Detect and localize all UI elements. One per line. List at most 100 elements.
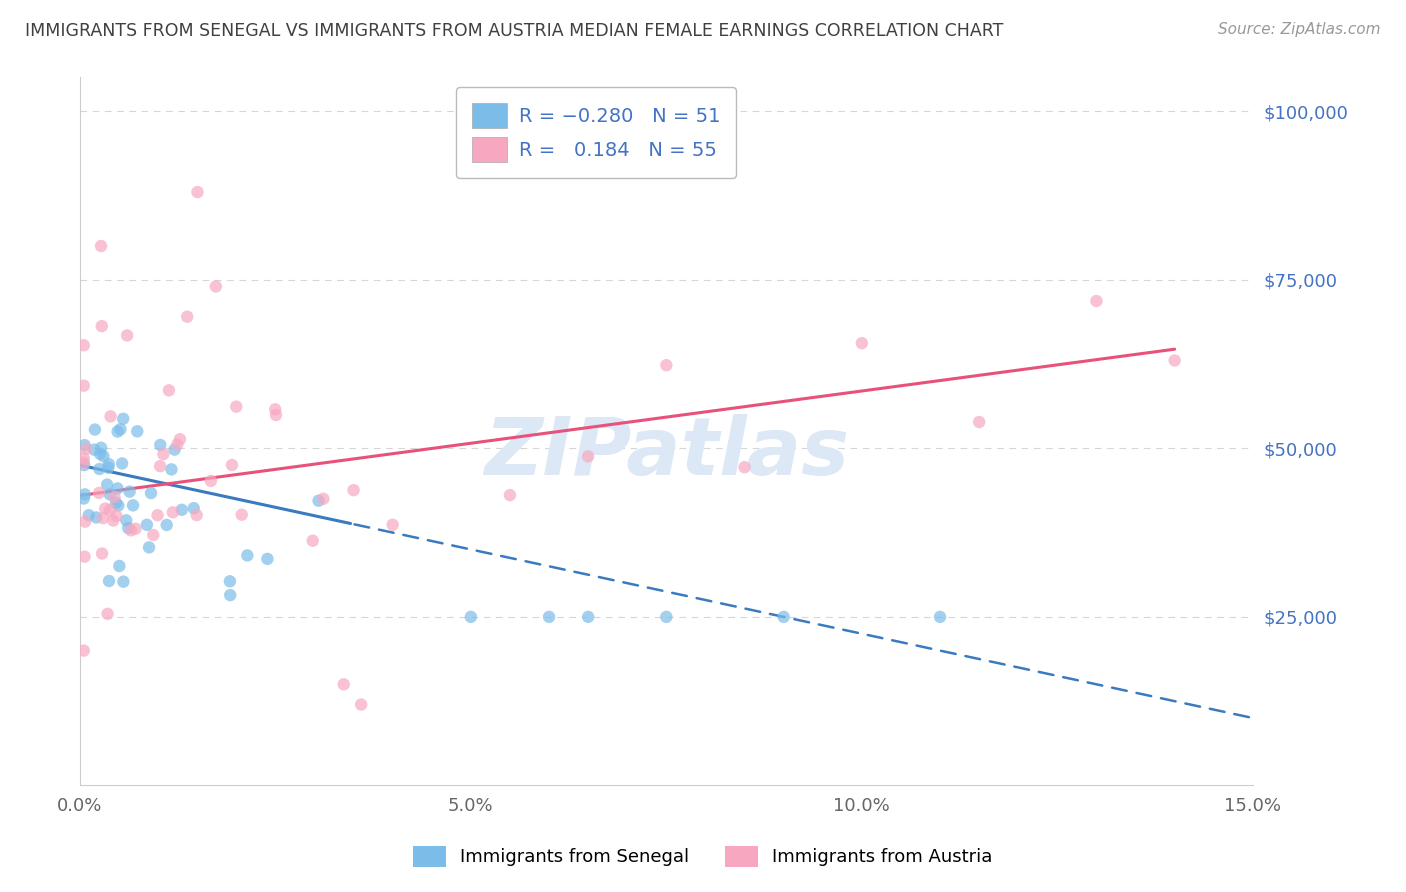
Point xyxy=(73,451,96,466)
Point xyxy=(499,488,522,502)
Point xyxy=(301,533,323,548)
Point xyxy=(169,432,191,446)
Point xyxy=(381,517,404,532)
Legend: Immigrants from Senegal, Immigrants from Austria: Immigrants from Senegal, Immigrants from… xyxy=(404,837,1002,876)
Point xyxy=(90,239,112,253)
Point xyxy=(115,513,138,527)
Text: Source: ZipAtlas.com: Source: ZipAtlas.com xyxy=(1218,22,1381,37)
Point xyxy=(75,442,97,456)
Point xyxy=(219,588,242,602)
Point xyxy=(170,503,193,517)
Point xyxy=(149,438,172,452)
Point xyxy=(105,508,128,523)
Point xyxy=(929,610,952,624)
Point xyxy=(138,541,160,555)
Point xyxy=(460,610,482,624)
Point xyxy=(200,474,222,488)
Point xyxy=(112,574,135,589)
Point xyxy=(110,422,132,436)
Point xyxy=(149,459,172,474)
Point xyxy=(156,518,179,533)
Point xyxy=(97,607,120,621)
Point xyxy=(91,547,114,561)
Point xyxy=(100,409,122,424)
Point xyxy=(734,460,756,475)
Point xyxy=(112,411,135,425)
Point xyxy=(124,522,146,536)
Point xyxy=(97,457,120,471)
Point xyxy=(73,458,96,472)
Point xyxy=(308,493,330,508)
Point xyxy=(97,460,120,475)
Point xyxy=(90,441,112,455)
Point xyxy=(146,508,169,523)
Point xyxy=(111,457,134,471)
Point xyxy=(576,610,599,624)
Point xyxy=(103,514,125,528)
Legend: R = −0.280   N = 51, R =   0.184   N = 55: R = −0.280 N = 51, R = 0.184 N = 55 xyxy=(457,87,735,178)
Point xyxy=(160,462,183,476)
Point xyxy=(127,425,149,439)
Point xyxy=(1085,293,1108,308)
Text: IMMIGRANTS FROM SENEGAL VS IMMIGRANTS FROM AUSTRIA MEDIAN FEMALE EARNINGS CORREL: IMMIGRANTS FROM SENEGAL VS IMMIGRANTS FR… xyxy=(25,22,1004,40)
Point xyxy=(118,484,141,499)
Point xyxy=(107,425,129,439)
Point xyxy=(176,310,198,324)
Point xyxy=(135,517,157,532)
Point xyxy=(186,185,208,199)
Point xyxy=(107,482,129,496)
Point xyxy=(186,508,208,522)
Point xyxy=(162,505,184,519)
Point xyxy=(75,515,97,529)
Point xyxy=(122,499,145,513)
Point xyxy=(139,486,162,500)
Point xyxy=(84,510,107,524)
Point xyxy=(91,511,114,525)
Point xyxy=(90,319,112,334)
Point xyxy=(538,610,561,624)
Point xyxy=(851,336,873,351)
Point xyxy=(87,486,110,500)
Point xyxy=(163,442,186,457)
Point xyxy=(120,524,142,538)
Point xyxy=(83,423,105,437)
Point xyxy=(73,487,96,501)
Point xyxy=(332,677,354,691)
Point xyxy=(89,447,111,461)
Point xyxy=(236,549,259,563)
Point xyxy=(264,408,287,422)
Point xyxy=(350,698,373,712)
Point xyxy=(342,483,364,498)
Text: ZIPatlas: ZIPatlas xyxy=(484,414,849,491)
Point xyxy=(107,499,129,513)
Point xyxy=(94,501,117,516)
Point xyxy=(166,437,188,451)
Point xyxy=(89,462,111,476)
Point xyxy=(115,328,138,343)
Point xyxy=(225,400,247,414)
Point xyxy=(655,610,678,624)
Point xyxy=(967,415,990,429)
Point xyxy=(73,438,96,452)
Point xyxy=(98,574,121,588)
Point xyxy=(157,384,180,398)
Point xyxy=(219,574,242,589)
Point xyxy=(205,279,228,293)
Point xyxy=(73,456,96,470)
Point xyxy=(73,378,96,392)
Point xyxy=(655,358,678,372)
Point xyxy=(142,528,165,542)
Point xyxy=(264,402,287,417)
Point xyxy=(576,450,599,464)
Point xyxy=(96,477,118,491)
Point xyxy=(312,491,335,506)
Point xyxy=(73,338,96,352)
Point xyxy=(73,549,96,564)
Point xyxy=(231,508,253,522)
Point xyxy=(772,610,794,624)
Point xyxy=(1163,353,1185,368)
Point xyxy=(73,491,96,506)
Point xyxy=(73,643,96,657)
Point xyxy=(77,508,100,523)
Point xyxy=(83,442,105,457)
